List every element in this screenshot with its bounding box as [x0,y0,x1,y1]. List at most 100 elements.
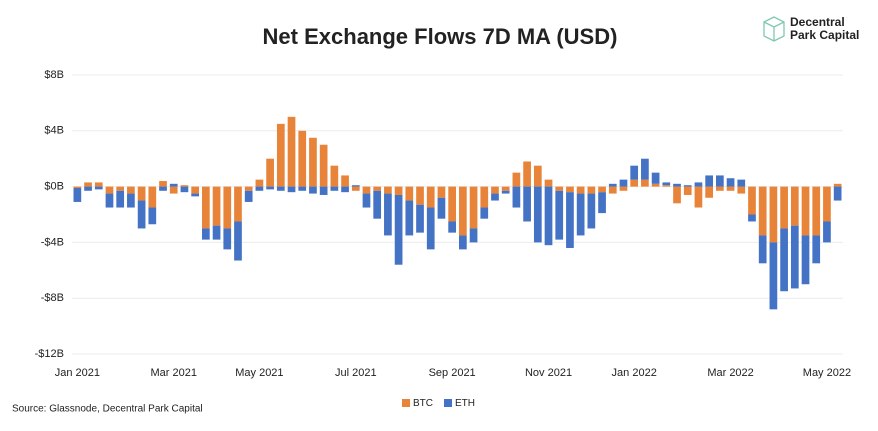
y-tick-label: $8B [44,69,64,81]
bar-segment [448,221,457,233]
legend-swatch [402,399,410,407]
bar-segment [276,186,285,191]
bar-segment [234,221,242,261]
bar-segment [769,186,778,243]
y-tick-label: -$12B [35,348,64,360]
bar-segment [223,228,232,250]
bar-segment [127,193,135,208]
bar-segment [523,186,531,222]
bar-segment [491,193,499,201]
bar-segment [137,186,146,201]
bar-segment [576,186,585,194]
bar-segment [180,186,189,193]
chart-title: Net Exchange Flows 7D MA (USD) [263,24,618,49]
bar-segment [330,165,339,187]
bar-segment [148,207,157,225]
bar-segment [758,186,767,236]
bar-segment [758,235,767,264]
bar-segment [319,144,328,187]
bar-segment [73,187,82,202]
bar-segment [801,186,810,236]
bar-segment [448,186,457,222]
bar-segment [619,179,628,187]
bar-segment [576,193,585,236]
bar-segment [244,186,253,191]
bar-segment [201,186,210,229]
bar-segment [512,172,521,187]
bar-segment [266,186,274,190]
bar-segment [748,186,756,215]
bar-segment [201,228,210,240]
bar-segment [512,186,521,208]
bar-segment [426,186,435,208]
bar-segment [373,186,382,191]
bar-segment [255,186,264,191]
bar-segment [555,190,564,240]
bar-segment [437,197,446,219]
bar-segment [673,186,681,204]
bar-segment [694,182,703,187]
bar-segment [373,190,382,219]
bar-segment [694,186,703,208]
bar-segment [362,186,371,194]
bar-segment [341,175,349,187]
bar-segment [276,123,285,187]
bar-segment [105,193,114,208]
bar-segment [641,179,649,187]
bar-segment [491,186,499,194]
logo: Decentral Park Capital [763,15,859,42]
source: Source: Glassnode, Decentral Park Capita… [12,404,203,415]
bar-segment [769,242,778,310]
bar-segment [212,225,221,240]
bar-segment [159,186,167,191]
bar-segment [630,179,639,187]
bar-segment [180,185,189,187]
bar-segment [127,186,135,194]
logo-text: Park Capital [790,28,859,42]
bar-segment [223,186,232,229]
bar-segment [705,186,714,198]
bar-segment [715,186,724,191]
x-tick-label: Jan 2022 [612,367,657,379]
bar-segment [833,183,842,187]
bar-segment [641,158,649,180]
bar-segment [394,186,403,195]
bar-segment [501,186,510,191]
bar-segment [405,186,414,201]
bar-segment [812,186,821,236]
bar-segment [287,116,296,187]
bar-segment [790,225,799,289]
bar-segment [169,186,178,194]
bar-segment [469,186,478,229]
y-tick-label: -$4B [41,236,64,248]
bar-segment [426,207,435,250]
bar-segment [319,186,328,195]
bar-segment [266,158,274,187]
bar-segment [341,186,349,193]
x-tick-label: Jan 2021 [55,367,100,379]
bar-segment [384,186,392,194]
bar-segment [298,186,307,191]
bar-segment [384,193,392,236]
bar-segment [458,235,467,250]
bar-segment [458,186,467,236]
bar-segment [309,137,317,187]
bar-segment [737,179,746,187]
bar-segment [191,186,200,194]
bar-segment [159,181,167,187]
legend-label: ETH [455,398,475,409]
bar-segment [244,190,253,202]
bar-segment [148,186,157,208]
bar-segment [823,221,831,243]
bar-segment [598,186,606,193]
bar-segment [715,175,724,187]
bar-segment [191,193,200,197]
legend-label: BTC [413,398,433,409]
y-tick-label: -$8B [41,292,64,304]
bar-segment [84,186,92,191]
logo-text: Decentral [790,15,845,29]
bar-segment [351,185,360,187]
legend-swatch [444,399,452,407]
bar-segment [405,200,414,236]
bar-segment [234,186,242,222]
